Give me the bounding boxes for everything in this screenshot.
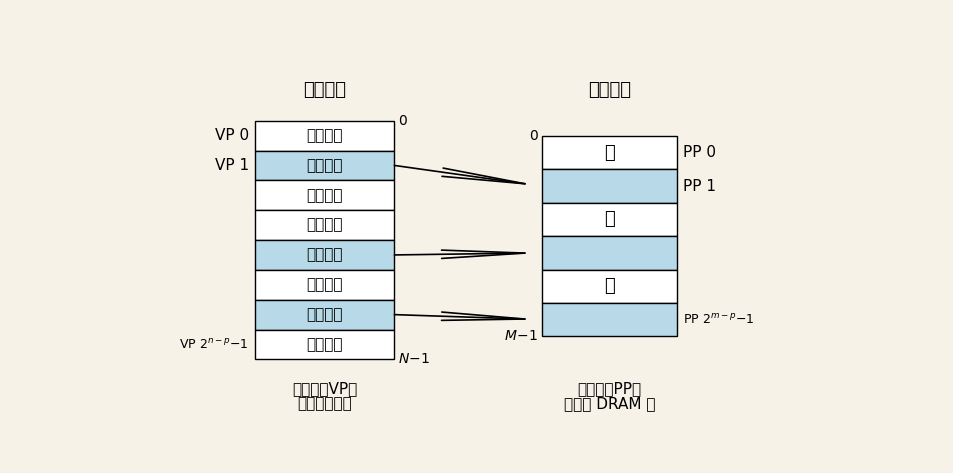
Bar bbox=[541, 169, 677, 203]
Text: 未分配的: 未分配的 bbox=[306, 128, 342, 143]
Text: 已缓存的: 已缓存的 bbox=[306, 307, 342, 322]
Text: 0: 0 bbox=[397, 114, 407, 128]
Text: 已缓存的: 已缓存的 bbox=[306, 247, 342, 263]
Bar bbox=[541, 203, 677, 236]
Text: PP 0: PP 0 bbox=[682, 145, 716, 160]
Text: VP 0: VP 0 bbox=[214, 128, 249, 143]
Bar bbox=[254, 180, 394, 210]
Bar bbox=[541, 270, 677, 303]
Text: PP 1: PP 1 bbox=[682, 179, 716, 193]
Bar bbox=[541, 236, 677, 270]
Bar bbox=[541, 136, 677, 169]
Text: 物理内存: 物理内存 bbox=[587, 81, 630, 99]
Text: VP 1: VP 1 bbox=[214, 158, 249, 173]
Text: 未分配的: 未分配的 bbox=[306, 218, 342, 233]
Text: 物理页（PP）: 物理页（PP） bbox=[577, 381, 640, 396]
Text: PP $2^{m-p}$$-$1: PP $2^{m-p}$$-$1 bbox=[682, 313, 754, 326]
Bar bbox=[254, 210, 394, 240]
Text: 存储在磁盘上: 存储在磁盘上 bbox=[297, 396, 352, 412]
Text: 空: 空 bbox=[603, 144, 614, 162]
Text: $N\!-\!1$: $N\!-\!1$ bbox=[397, 352, 431, 367]
Text: 未缓存的: 未缓存的 bbox=[306, 337, 342, 352]
Text: $M\!-\!1$: $M\!-\!1$ bbox=[503, 329, 537, 343]
Text: 空: 空 bbox=[603, 277, 614, 295]
Bar bbox=[254, 121, 394, 150]
Text: 未缓存的: 未缓存的 bbox=[306, 277, 342, 292]
Bar bbox=[254, 270, 394, 300]
Bar bbox=[254, 300, 394, 330]
Text: 未缓存的: 未缓存的 bbox=[306, 188, 342, 203]
Text: VP $2^{n-p}$$-$1: VP $2^{n-p}$$-$1 bbox=[179, 337, 249, 351]
Bar bbox=[254, 150, 394, 180]
Text: 0: 0 bbox=[529, 129, 537, 143]
Bar bbox=[254, 330, 394, 359]
Text: 缓存在 DRAM 中: 缓存在 DRAM 中 bbox=[563, 396, 655, 412]
Text: 虚拟页（VP）: 虚拟页（VP） bbox=[292, 381, 356, 396]
Text: 已缓存的: 已缓存的 bbox=[306, 158, 342, 173]
Text: 虚拟内存: 虚拟内存 bbox=[303, 81, 346, 99]
Bar bbox=[254, 240, 394, 270]
Bar bbox=[541, 303, 677, 336]
Text: 空: 空 bbox=[603, 210, 614, 228]
